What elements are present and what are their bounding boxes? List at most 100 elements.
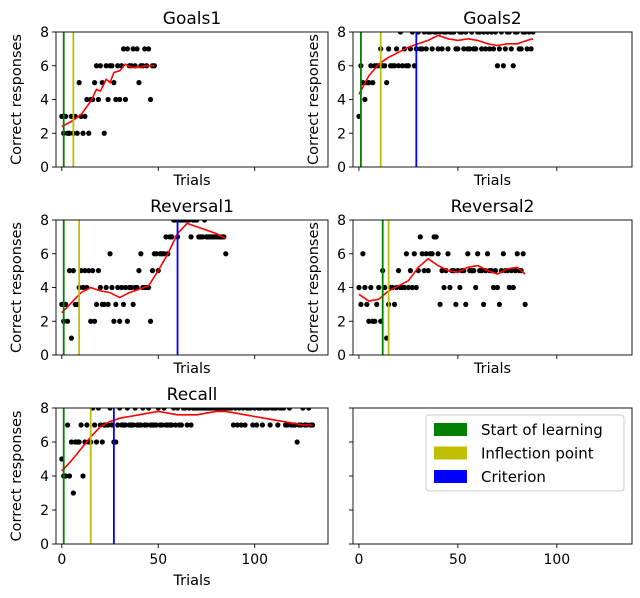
data-point [86,268,92,274]
legend-label: Criterion [481,468,546,486]
data-point [490,284,497,291]
data-point [496,301,503,307]
data-point [200,234,206,240]
data-point [437,301,443,307]
data-point [230,422,237,428]
data-point [155,408,161,411]
panel-1: 0 2 4 6 8 Goals1 Trials Correct responses [9,9,329,189]
data-point [530,32,536,35]
data-point [469,32,475,35]
data-point [465,251,471,257]
axes-frame [55,219,329,356]
y-tick-label: 4 [40,93,49,109]
data-point [439,268,445,274]
data-point [70,490,76,496]
data-point [115,63,121,69]
data-point [473,284,479,291]
data-point [480,301,487,307]
data-point [93,301,100,307]
y-axis-label: Correct responses [9,222,25,353]
plot-area [59,408,316,544]
data-point [395,268,402,274]
data-point [84,422,90,428]
data-point [109,284,115,291]
data-point [500,63,506,69]
y-tick-label: 4 [40,469,49,485]
data-point [362,284,368,291]
y-tick-label: 0 [40,160,49,176]
data-point [524,46,530,52]
data-point [138,422,144,428]
data-point [64,318,71,324]
panel-3: 0 2 4 6 8 Reversal1 Trials Correct responses [9,197,329,377]
data-point [463,301,469,307]
y-tick-label: 0 [337,160,346,176]
smoothed-line [358,257,526,302]
data-point [423,46,429,52]
data-point [494,63,501,69]
data-point [93,439,100,445]
data-point [520,251,526,257]
data-point [273,408,279,411]
data-point [494,284,501,291]
data-point [403,251,410,257]
data-point [445,46,451,52]
data-point [512,268,518,274]
data-point [433,234,439,240]
data-point [421,32,427,35]
data-point [74,130,80,136]
data-point [275,422,281,428]
panel-4: 0 2 4 6 8 Reversal2 Trials Correct responses [306,197,633,377]
y-tick-label: 6 [337,247,346,263]
data-point [411,251,417,257]
data-point [477,32,483,35]
data-point [445,251,451,257]
y-axis-label: Correct responses [9,34,25,165]
data-point [486,46,493,52]
data-point [122,422,129,428]
x-tick-label: 50 [449,552,467,568]
data-point [115,284,121,291]
data-point [161,408,167,411]
smoothed-line [61,222,227,314]
data-point [223,251,229,257]
y-tick-label: 2 [40,126,49,142]
data-point [372,318,378,324]
data-point [500,251,506,257]
y-tick-label: 2 [40,503,49,519]
axes-frame [55,407,329,545]
data-point [109,63,115,69]
y-tick-label: 8 [337,25,346,41]
data-point [267,422,273,428]
y-tick-label: 8 [40,25,49,41]
y-tick-label: 4 [337,281,346,297]
data-point [142,46,148,52]
data-point [286,408,293,411]
data-point [80,130,86,136]
x-tick-label: 0 [354,552,363,568]
data-point [66,473,73,479]
data-point [502,46,508,52]
data-point [145,46,152,52]
y-tick-label: 8 [40,213,49,229]
y-tick-label: 0 [337,348,346,364]
data-point [391,301,398,307]
data-point [366,318,372,324]
data-point [257,408,264,411]
data-point [66,268,73,274]
data-point [169,422,175,428]
smoothed-line [61,410,313,472]
data-point [482,46,489,52]
data-point [479,268,485,274]
data-point [510,63,516,69]
x-tick-label: 100 [241,552,268,568]
data-point [429,46,435,52]
data-point [441,284,447,291]
x-axis-label: Trials [172,173,210,189]
data-point [117,96,123,103]
legend-swatch [434,423,467,436]
x-axis-label: Trials [473,173,511,189]
data-point [443,32,449,35]
data-point [86,130,92,136]
data-point [429,251,435,257]
